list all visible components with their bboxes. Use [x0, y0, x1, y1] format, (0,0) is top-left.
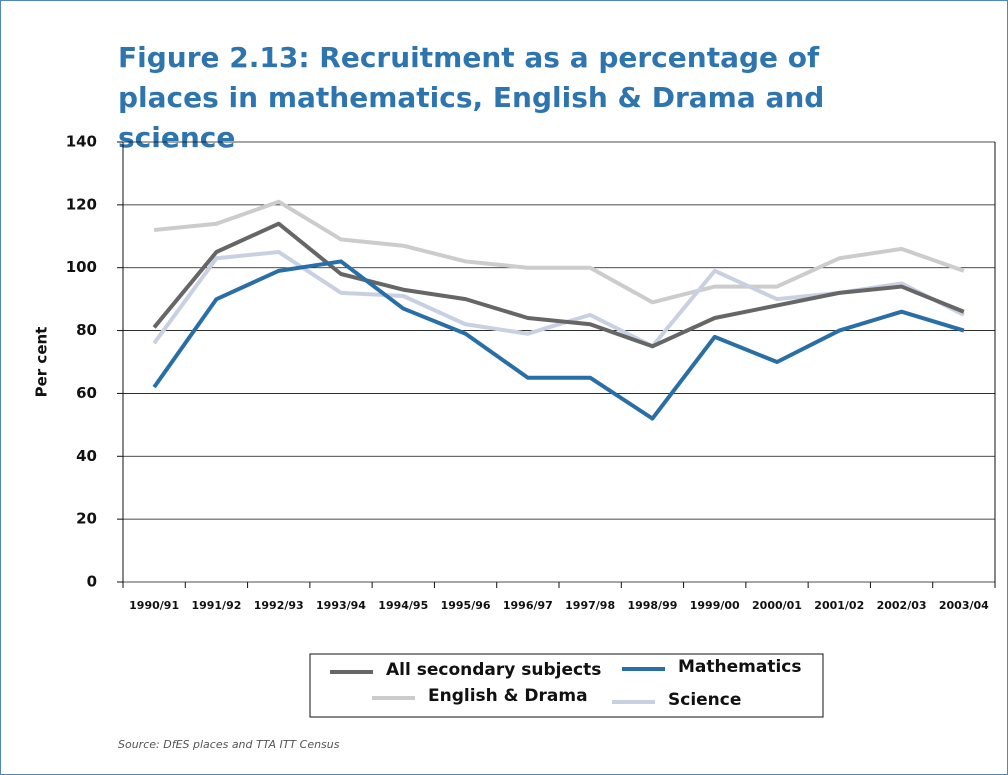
y-tick-label: 0: [87, 573, 97, 591]
legend-box: [309, 653, 824, 718]
series-line: [153, 199, 965, 305]
x-tick-label: 1995/96: [441, 599, 491, 612]
y-tick-label: 140: [66, 133, 97, 151]
x-tick-label: 1996/97: [503, 599, 553, 612]
x-tick-label: 1992/93: [254, 599, 304, 612]
y-axis-label: Per cent: [33, 327, 51, 398]
source: Source: DfES places and TTA ITT Census: [118, 738, 340, 751]
x-tick-label: 1998/99: [627, 599, 677, 612]
x-tick-label: 1994/95: [378, 599, 428, 612]
y-tick-label: 20: [76, 510, 97, 528]
x-tick-label: 2003/04: [939, 599, 989, 612]
x-tick-label: 2001/02: [814, 599, 864, 612]
legend-label: Science: [668, 690, 741, 710]
y-tick-label: 40: [76, 447, 97, 465]
y-tick-label: 60: [76, 384, 97, 402]
x-tick-label: 1997/98: [565, 599, 615, 612]
legend-label: All secondary subjects: [386, 660, 601, 680]
x-tick-label: 1993/94: [316, 599, 366, 612]
x-tick-label: 2000/01: [752, 599, 802, 612]
legend-label: English & Drama: [428, 686, 588, 706]
x-tick-label: 1990/91: [129, 599, 179, 612]
y-tick-label: 120: [66, 195, 97, 213]
x-tick-label: 1991/92: [191, 599, 241, 612]
legend-label: Mathematics: [678, 657, 801, 677]
series-line: [152, 221, 965, 349]
y-tick-label: 100: [66, 258, 97, 276]
x-tick-label: 1999/00: [690, 599, 740, 612]
series-line: [152, 259, 965, 421]
x-tick-label: 2002/03: [877, 599, 927, 612]
chart-title: Figure 2.13: Recruitment as a percentage…: [118, 41, 825, 154]
y-tick-label: 80: [76, 321, 97, 339]
